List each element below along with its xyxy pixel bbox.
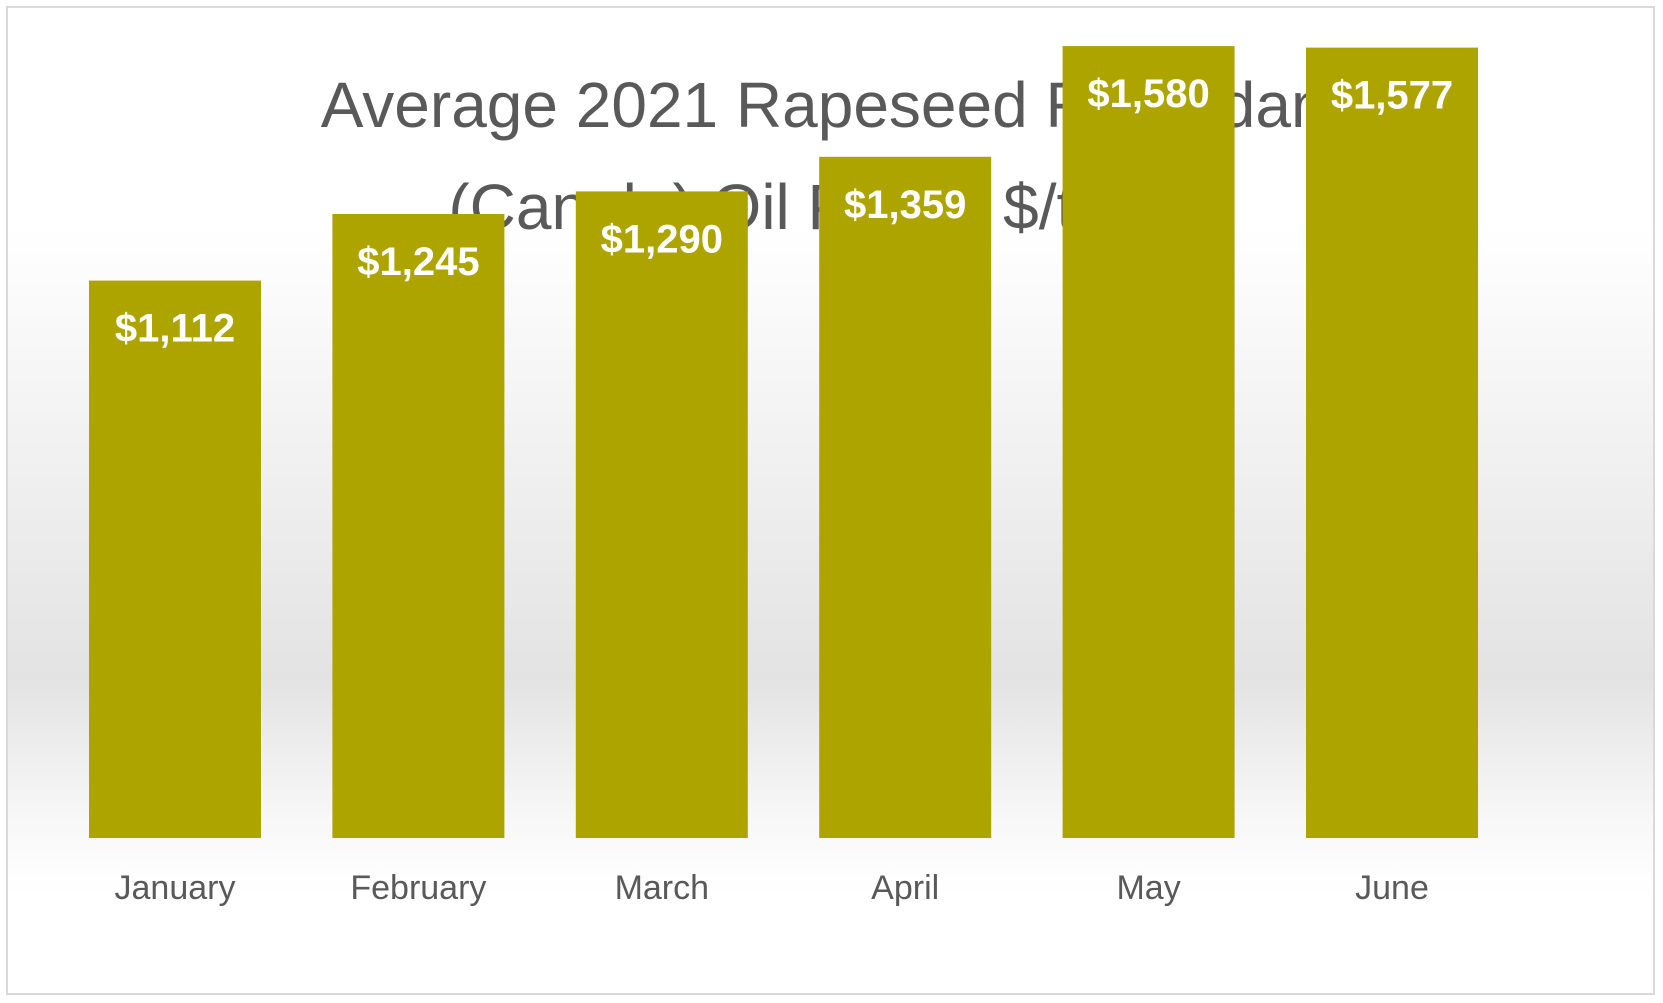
x-tick-label-february: February xyxy=(350,869,486,907)
bar-april xyxy=(819,156,992,839)
bars-layer xyxy=(89,46,1478,839)
x-axis-tick-labels: January February March April May June xyxy=(115,869,1429,907)
x-tick-label-january: January xyxy=(115,869,236,907)
data-label-may: $1,580 xyxy=(1087,72,1209,116)
bar-february xyxy=(332,214,505,838)
x-tick-label-march: March xyxy=(615,869,709,907)
bar-may xyxy=(1062,46,1235,839)
bar-june xyxy=(1306,47,1478,839)
bar-march xyxy=(575,191,748,838)
x-tick-label-april: April xyxy=(871,869,939,907)
chart-plot: $1,112 $1,245 $1,290 $1,359 $1,580 $1,577 Jan… xyxy=(89,46,1478,907)
data-label-february: $1,245 xyxy=(357,240,479,284)
data-label-march: $1,290 xyxy=(601,217,723,261)
data-labels-layer: $1,112 $1,245 $1,290 $1,359 $1,580 $1,577 xyxy=(115,72,1453,351)
data-label-april: $1,359 xyxy=(844,183,966,227)
x-tick-label-may: May xyxy=(1116,869,1180,907)
data-label-january: $1,112 xyxy=(115,307,235,351)
chart-area: Average 2021 Rapeseed Rotterdam (Canola)… xyxy=(6,6,1655,995)
x-tick-label-june: June xyxy=(1355,869,1429,907)
bar-january xyxy=(89,280,261,839)
data-label-june: $1,577 xyxy=(1331,74,1453,118)
